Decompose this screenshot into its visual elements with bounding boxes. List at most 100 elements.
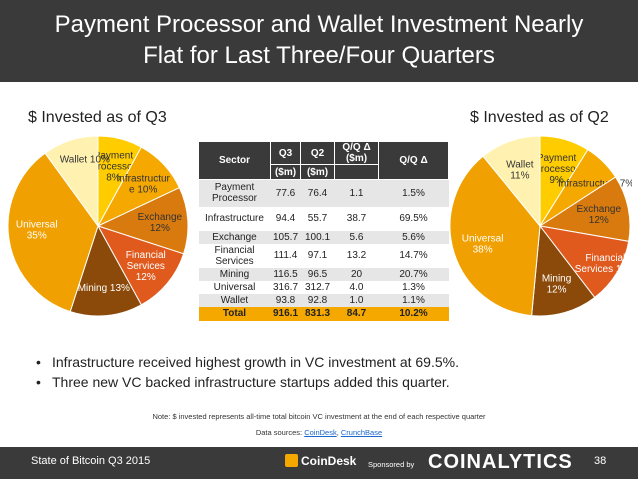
pie-label-exchange: Exchange 12% bbox=[138, 212, 183, 234]
pie-slice-financial bbox=[96, 225, 185, 306]
pie-label-wallet-line: 11% bbox=[510, 170, 529, 181]
cell-delta-pct: 20.7% bbox=[378, 267, 449, 281]
pie-label-mining-line: Mining bbox=[542, 274, 571, 285]
cell-q3: 77.6 bbox=[270, 179, 301, 207]
pie-label-mining: Mining 12% bbox=[542, 274, 571, 296]
pie-label-universal-line: Universal bbox=[462, 233, 504, 244]
cell-q3: 316.7 bbox=[270, 280, 301, 294]
cell-delta-abs: 13.2 bbox=[334, 243, 379, 268]
cell-q3: 93.8 bbox=[270, 293, 301, 307]
pie-label-universal-line: Universal bbox=[16, 220, 58, 231]
header-delta-abs-label: Q/Q Δ bbox=[342, 142, 371, 153]
header-delta-pct: Q/Q Δ bbox=[378, 141, 449, 180]
pie-label-exchange: Exchange 12% bbox=[577, 204, 622, 226]
cell-delta-pct: 14.7% bbox=[378, 243, 449, 268]
cell-delta-abs: 1.1 bbox=[334, 179, 379, 207]
cell-sector: Wallet bbox=[198, 293, 271, 307]
pie-label-financial: Financial Services 12% bbox=[575, 253, 632, 275]
cell-delta-pct: 69.5% bbox=[378, 206, 449, 231]
pie-slice-exchange bbox=[96, 187, 189, 255]
cell-delta-pct: 5.6% bbox=[378, 230, 449, 244]
table-header-row: Sector Q3 Q2 Q/Q Δ ($m) Q/Q Δ bbox=[198, 141, 449, 180]
cell-q2: 92.8 bbox=[300, 293, 335, 307]
pie-label-financial: Financial Services 12% bbox=[126, 250, 166, 283]
pie-label-exchange-line: Exchange bbox=[138, 212, 183, 223]
cell-q2: 55.7 bbox=[300, 206, 335, 231]
pie-label-wallet-line: Wallet 10% bbox=[60, 155, 110, 166]
pie-q3-title: $ Invested as of Q3 bbox=[28, 109, 167, 126]
footer-report-title: State of Bitcoin Q3 2015 bbox=[31, 455, 151, 467]
slide-title: Payment Processor and Wallet Investment … bbox=[0, 9, 638, 71]
cell-sector: Exchange bbox=[198, 230, 271, 244]
pie-label-mining: Mining 13% bbox=[78, 283, 130, 294]
coindesk-logo-icon bbox=[285, 454, 298, 467]
coindesk-logo-text: CoinDesk bbox=[301, 454, 357, 468]
cell-delta-pct: 1.3% bbox=[378, 280, 449, 294]
pie-label-exchange-line: 12% bbox=[150, 223, 170, 234]
pie-slice-mining bbox=[531, 224, 596, 317]
title-bar bbox=[0, 0, 638, 82]
pie-slice-financial bbox=[538, 225, 630, 299]
pie-slice-wallet bbox=[482, 135, 541, 228]
table-row: Payment Processor 77.6 76.4 1.1 1.5% bbox=[198, 179, 449, 207]
cell-q3: 111.4 bbox=[270, 243, 301, 268]
cell-delta-pct: 10.2% bbox=[378, 306, 449, 321]
pie-label-payment: Payment Processor 9% bbox=[534, 153, 580, 186]
cell-q2: 97.1 bbox=[300, 243, 335, 268]
table-row: Wallet 93.8 92.8 1.0 1.1% bbox=[198, 293, 449, 307]
pie-label-payment: Payment Processor 8% bbox=[91, 150, 137, 183]
header-delta-abs-unit: ($m) bbox=[345, 153, 368, 164]
table-total-row: Total 916.1 831.3 84.7 10.2% bbox=[198, 306, 449, 321]
header-delta-abs-filler bbox=[334, 164, 379, 180]
cell-q2: 100.1 bbox=[300, 230, 335, 244]
table-row: Financial Services 111.4 97.1 13.2 14.7% bbox=[198, 243, 449, 268]
pie-label-payment-line: Processor bbox=[91, 161, 137, 172]
cell-sector: Total bbox=[198, 306, 271, 321]
cell-delta-abs: 38.7 bbox=[334, 206, 379, 231]
cell-sector: Universal bbox=[198, 280, 271, 294]
cell-delta-abs: 5.6 bbox=[334, 230, 379, 244]
pie-label-infrastructure: Infrastructure 7% bbox=[558, 179, 632, 190]
pie-label-infrastructure: Infrastructur e 10% bbox=[117, 174, 171, 196]
cell-q3: 94.4 bbox=[270, 206, 301, 231]
pie-label-infrastructure-line: Infrastructur bbox=[117, 174, 171, 185]
pie-slice-exchange bbox=[538, 176, 631, 242]
header-q3: Q3 bbox=[270, 141, 301, 165]
pie-label-financial-line: Services 12% bbox=[575, 264, 632, 275]
cell-q2: 312.7 bbox=[300, 280, 335, 294]
cell-delta-pct: 1.1% bbox=[378, 293, 449, 307]
table-row: Universal 316.7 312.7 4.0 1.3% bbox=[198, 280, 449, 294]
data-sources-separator: , bbox=[336, 428, 341, 437]
title-line-2: Flat for Last Three/Four Quarters bbox=[143, 42, 495, 69]
pie-q2-title: $ Invested as of Q2 bbox=[470, 109, 609, 126]
cell-delta-abs: 4.0 bbox=[334, 280, 379, 294]
cell-sector: Mining bbox=[198, 267, 271, 281]
pie-label-financial-line: Financial bbox=[585, 253, 625, 264]
cell-sector: Financial Services bbox=[198, 243, 271, 268]
bullet-list: Infrastructure received highest growth i… bbox=[52, 352, 459, 392]
header-q3-unit: ($m) bbox=[270, 164, 301, 180]
pie-label-universal: Universal 35% bbox=[16, 220, 58, 242]
pie-label-universal: Universal 38% bbox=[462, 233, 504, 255]
cell-sector: Infrastructure bbox=[198, 206, 271, 231]
table-row: Mining 116.5 96.5 20 20.7% bbox=[198, 267, 449, 281]
cell-q2: 96.5 bbox=[300, 267, 335, 281]
bullet-item: Three new VC backed infrastructure start… bbox=[52, 372, 459, 392]
pie-label-wallet: Wallet 11% bbox=[506, 159, 534, 181]
pie-chart-q3: Payment Processor 8%Infrastructur e 10% Exch… bbox=[7, 135, 189, 317]
header-sector: Sector bbox=[198, 141, 271, 180]
sponsored-by-label: Sponsored by bbox=[368, 460, 415, 469]
coindesk-logo: CoinDesk bbox=[285, 454, 356, 468]
coindesk-link[interactable]: CoinDesk bbox=[304, 428, 337, 437]
crunchbase-link[interactable]: CrunchBase bbox=[340, 428, 383, 437]
pie-label-payment-line: 8% bbox=[106, 172, 121, 183]
pie-label-mining-line: Mining 13% bbox=[78, 283, 130, 294]
pie-label-wallet: Wallet 10% bbox=[60, 155, 110, 166]
cell-sector: Payment Processor bbox=[198, 179, 271, 207]
cell-delta-abs: 20 bbox=[334, 267, 379, 281]
pie-chart-q2: Payment Processor 9%Infrastructure 7% Excha… bbox=[449, 135, 632, 317]
header-delta-abs: Q/Q Δ ($m) bbox=[334, 141, 379, 165]
pie-label-financial-line: Services bbox=[127, 261, 165, 272]
cell-q3: 105.7 bbox=[270, 230, 301, 244]
data-sources: Data sources: CoinDesk, CrunchBase bbox=[0, 428, 638, 437]
